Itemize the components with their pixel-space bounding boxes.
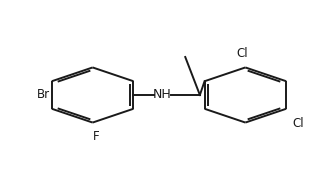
Text: Cl: Cl xyxy=(236,47,248,60)
Text: Cl: Cl xyxy=(293,117,304,130)
Text: Br: Br xyxy=(37,89,50,101)
Text: F: F xyxy=(93,130,99,143)
Text: NH: NH xyxy=(153,88,172,101)
